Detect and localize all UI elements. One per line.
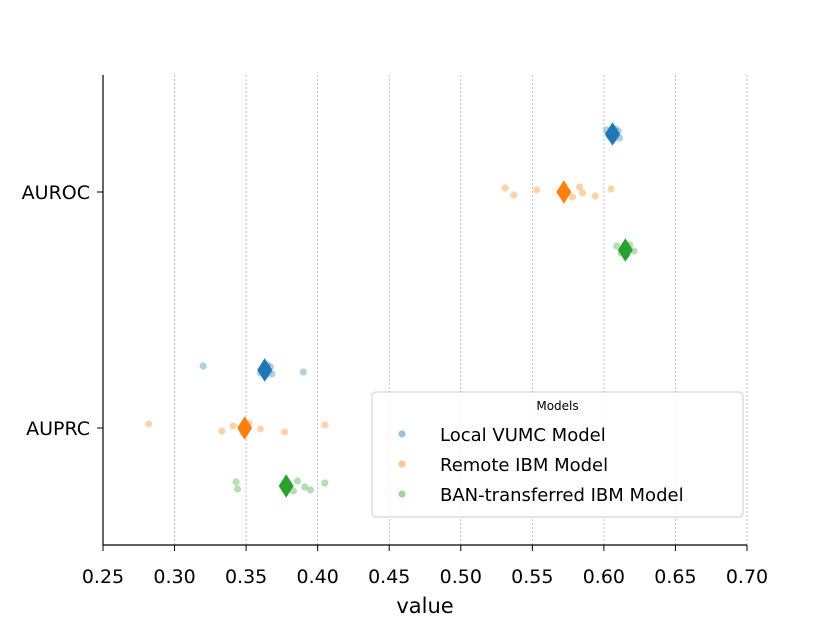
data-point: [321, 479, 329, 487]
data-point: [199, 362, 207, 370]
data-point: [294, 477, 302, 485]
data-point: [591, 192, 599, 200]
data-point: [256, 425, 265, 433]
x-tick-label: 0.35: [225, 566, 267, 588]
data-point: [232, 478, 240, 486]
x-axis-title: value: [396, 594, 453, 618]
legend-label: Remote IBM Model: [440, 455, 608, 476]
mean-marker: [617, 238, 633, 262]
data-point: [533, 186, 541, 194]
data-point: [321, 421, 329, 429]
data-point: [306, 486, 315, 494]
mean-marker: [556, 180, 572, 204]
x-tick-label: 0.45: [368, 566, 410, 588]
x-tick-label: 0.30: [153, 566, 195, 588]
x-tick-label: 0.65: [654, 566, 696, 588]
x-tick-label: 0.60: [583, 566, 625, 588]
data-point: [613, 242, 621, 250]
x-tick-label: 0.25: [82, 566, 124, 588]
axes: 0.25 0.30 0.35 0.40 0.45 0.50 0.55 0.60 0.65 0.70…: [22, 75, 768, 618]
data-point: [301, 483, 309, 491]
data-point: [229, 422, 237, 430]
legend: Models Local VUMC Model Remote IBM Model BA…: [371, 391, 744, 518]
legend-label: BAN-transferred IBM Model: [440, 485, 684, 506]
data-point: [281, 428, 289, 436]
y-tick-label-auroc: AUROC: [22, 182, 90, 204]
data-point: [299, 368, 307, 376]
data-point: [568, 193, 577, 201]
x-tick-label: 0.55: [511, 566, 553, 588]
legend-marker: [398, 460, 406, 468]
legend-marker: [398, 490, 406, 498]
y-tick-label-auprc: AUPRC: [26, 418, 90, 440]
data-point: [233, 485, 242, 493]
data-point: [501, 184, 509, 192]
data-point: [607, 185, 615, 193]
x-tick-label: 0.40: [297, 566, 339, 588]
mean-marker: [237, 416, 253, 440]
legend-title: Models: [536, 399, 578, 413]
legend-frame: [371, 391, 744, 518]
data-point: [145, 420, 153, 428]
data-point: [510, 191, 518, 199]
data-point: [218, 427, 226, 435]
mean-marker: [605, 122, 620, 146]
legend-label: Local VUMC Model: [440, 425, 606, 446]
mean-marker: [278, 474, 294, 498]
mean-markers: [237, 122, 633, 498]
data-point: [578, 189, 587, 197]
x-tick-label: 0.70: [726, 566, 768, 588]
data-point: [575, 183, 584, 191]
x-tick-label: 0.50: [440, 566, 482, 588]
legend-marker: [398, 430, 406, 438]
mean-marker: [257, 358, 273, 382]
